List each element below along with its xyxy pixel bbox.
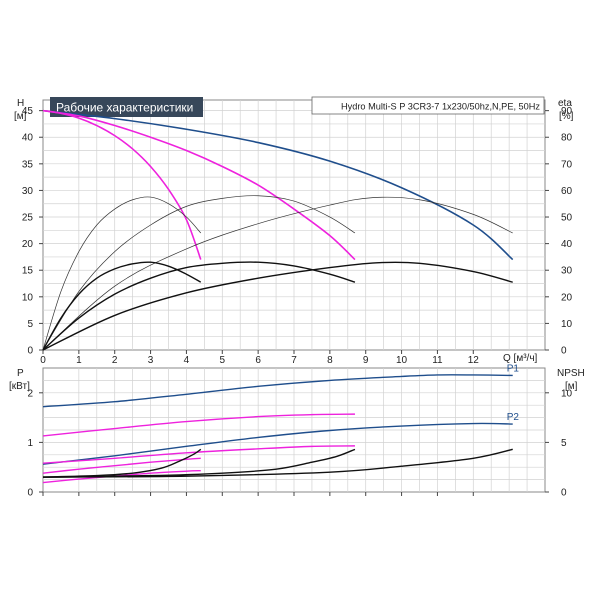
q-axis-tick-label: 5 — [220, 355, 226, 366]
h-axis-tick-label: 40 — [22, 133, 34, 144]
p-axis-label: P — [17, 368, 24, 379]
chart-title: Рабочие характеристики — [56, 101, 193, 115]
h-axis-tick-label: 35 — [22, 159, 34, 170]
h-axis-tick-label: 45 — [22, 106, 34, 117]
p-axis-tick-label: 2 — [27, 388, 33, 399]
eta-axis-unit: [%] — [559, 111, 574, 122]
top-h-curve-magenta-2 — [42, 109, 202, 260]
top-eta-curve-thin-3 — [42, 196, 513, 351]
top-h-curve-magenta-1 — [42, 109, 356, 261]
h-axis-tick-label: 25 — [22, 213, 34, 224]
top-eta-curve-black-7 — [42, 261, 356, 351]
h-axis-tick-label: 15 — [22, 266, 34, 277]
p-axis-tick-label: 1 — [27, 438, 33, 449]
h-axis-label: H — [17, 98, 24, 109]
q-axis-tick-label: 2 — [112, 355, 118, 366]
eta-axis-tick-label: 70 — [561, 159, 573, 170]
bottom-power-curve-magenta-3 — [42, 445, 355, 464]
p-axis-tick-label: 0 — [27, 488, 33, 499]
h-axis-tick-label: 0 — [27, 346, 33, 357]
bottom-npsh-curve-black-6 — [42, 448, 513, 478]
eta-axis-tick-label: 20 — [561, 292, 573, 303]
npsh-axis-unit: [м] — [565, 381, 578, 392]
q-axis-label: Q [м³/ч] — [503, 353, 538, 364]
h-axis-tick-label: 20 — [22, 239, 34, 250]
top-eta-curve-black-6 — [42, 261, 513, 351]
bottom-p2-curve-blue-1 — [42, 422, 513, 465]
top-eta-curve-thin-5 — [42, 196, 202, 351]
q-axis-tick-label: 4 — [184, 355, 190, 366]
bottom-npsh-curve-black-8 — [42, 448, 202, 478]
npsh-axis-tick-label: 0 — [561, 488, 567, 499]
q-axis-tick-label: 8 — [327, 355, 333, 366]
eta-axis-tick-label: 40 — [561, 239, 573, 250]
eta-axis-tick-label: 30 — [561, 266, 573, 277]
series-label-p2: P2 — [507, 412, 520, 423]
eta-axis-label: eta — [558, 98, 572, 109]
bottom-npsh-curve-black-7 — [42, 448, 356, 478]
top-eta-curve-black-8 — [42, 261, 202, 351]
h-axis-tick-label: 30 — [22, 186, 34, 197]
q-axis-tick-label: 9 — [363, 355, 369, 366]
top-eta-curve-thin-4 — [42, 195, 356, 351]
npsh-axis-tick-label: 10 — [561, 388, 573, 399]
q-axis-tick-label: 7 — [291, 355, 297, 366]
h-axis-tick-label: 10 — [22, 292, 34, 303]
q-axis-tick-label: 3 — [148, 355, 154, 366]
q-axis-tick-label: 10 — [396, 355, 408, 366]
top-h-curve-blue-0 — [42, 109, 514, 261]
q-axis-tick-label: 0 — [40, 355, 46, 366]
eta-axis-tick-label: 80 — [561, 133, 573, 144]
q-axis-tick-label: 12 — [468, 355, 480, 366]
eta-axis-tick-label: 90 — [561, 106, 573, 117]
npsh-axis-label: NPSH — [557, 368, 585, 379]
title-box — [50, 97, 203, 117]
h-axis-tick-label: 5 — [27, 319, 33, 330]
q-axis-tick-label: 11 — [432, 355, 443, 366]
model-box — [311, 96, 545, 115]
q-axis-tick-label: 6 — [255, 355, 261, 366]
p-axis-unit: [кВт] — [9, 381, 30, 392]
eta-axis-tick-label: 0 — [561, 346, 567, 357]
eta-axis-tick-label: 50 — [561, 213, 573, 224]
eta-axis-tick-label: 60 — [561, 186, 573, 197]
bottom-power-curve-magenta-4 — [42, 457, 201, 474]
npsh-axis-tick-label: 5 — [561, 438, 567, 449]
q-axis-tick-label: 1 — [76, 355, 82, 366]
series-label-p1: P1 — [507, 363, 520, 374]
bottom-power-curve-magenta-2 — [42, 413, 355, 437]
h-axis-unit: [м] — [14, 111, 27, 122]
pump-model-label: Hydro Multi-S P 3CR3-7 1x230/50hz,N,PE, … — [341, 102, 540, 112]
eta-axis-tick-label: 10 — [561, 319, 573, 330]
bottom-p1-curve-blue-0 — [42, 374, 513, 408]
bottom-power-curve-magenta-5 — [42, 469, 201, 484]
